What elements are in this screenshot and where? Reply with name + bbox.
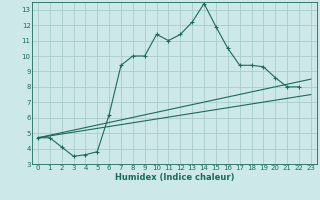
X-axis label: Humidex (Indice chaleur): Humidex (Indice chaleur)	[115, 173, 234, 182]
